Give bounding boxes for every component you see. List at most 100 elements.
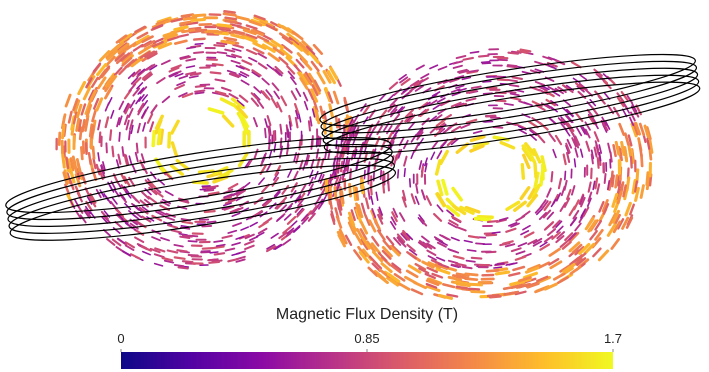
coil-turn <box>7 150 394 228</box>
field-arrow <box>377 213 384 225</box>
field-arrow <box>335 215 343 229</box>
field-arrow <box>273 171 280 181</box>
field-arrow <box>447 222 458 229</box>
field-arrow <box>223 36 238 42</box>
field-arrow <box>69 157 75 172</box>
field-arrow <box>109 129 113 141</box>
field-arrow <box>179 235 191 239</box>
field-arrow <box>436 179 444 197</box>
field-arrow <box>213 252 226 256</box>
field-arrow <box>464 272 479 277</box>
field-arrow <box>157 41 173 50</box>
field-arrow <box>163 33 178 40</box>
field-arrow <box>140 245 152 252</box>
field-arrow <box>112 41 125 53</box>
field-arrow <box>522 224 531 231</box>
field-arrow <box>473 216 492 222</box>
field-arrow <box>554 134 563 146</box>
field-arrow <box>138 206 149 215</box>
field-arrow <box>520 163 526 180</box>
field-arrow <box>461 265 473 270</box>
field-arrow <box>645 126 652 141</box>
field-arrow <box>236 105 249 119</box>
field-arrow <box>607 142 612 154</box>
field-arrow <box>611 209 621 224</box>
field-arrow <box>382 239 392 251</box>
field-arrow <box>551 90 561 97</box>
field-arrow <box>61 153 66 169</box>
field-arrow <box>390 264 402 274</box>
field-arrow <box>136 31 149 40</box>
field-arrow <box>274 65 284 75</box>
field-arrow <box>596 157 600 169</box>
field-arrow <box>360 202 366 215</box>
colorbar <box>121 352 613 369</box>
field-arrow <box>299 184 307 194</box>
field-arrow <box>301 213 309 222</box>
field-arrow <box>381 249 392 260</box>
field-arrow <box>559 202 567 213</box>
field-arrow <box>435 267 451 275</box>
field-arrow <box>303 100 309 111</box>
field-arrow <box>564 232 574 242</box>
field-arrow <box>624 201 632 217</box>
field-arrow <box>91 145 96 160</box>
field-arrow <box>405 269 419 279</box>
field-arrow <box>274 244 283 251</box>
field-arrow <box>173 243 184 248</box>
field-arrow <box>594 219 603 231</box>
field-arrow <box>429 64 439 70</box>
field-arrow <box>606 223 617 237</box>
field-arrow <box>224 198 236 205</box>
field-arrow <box>634 121 642 136</box>
field-arrow <box>464 205 481 214</box>
field-arrow <box>392 207 399 218</box>
field-arrow <box>629 203 635 216</box>
field-arrow <box>495 262 505 266</box>
field-arrow <box>555 192 562 202</box>
field-arrow <box>314 109 321 125</box>
field-arrow <box>104 102 110 112</box>
field-arrow <box>242 35 258 44</box>
coil-turn <box>320 60 698 134</box>
field-arrow <box>594 140 600 151</box>
field-arrow <box>415 64 425 71</box>
colorbar-ticks: 0 0.85 1.7 <box>117 331 622 352</box>
field-arrow <box>111 238 122 247</box>
field-arrow <box>181 92 194 99</box>
field-arrow <box>469 144 485 153</box>
field-arrow <box>74 209 82 220</box>
field-arrow <box>255 231 265 238</box>
field-arrow <box>77 80 87 96</box>
field-arrow <box>266 243 276 250</box>
field-arrow <box>603 172 607 184</box>
field-arrow <box>187 240 198 243</box>
field-arrow <box>261 90 271 101</box>
field-arrow <box>452 60 464 65</box>
field-arrow <box>524 142 536 156</box>
field-arrow <box>517 282 532 289</box>
field-arrow <box>154 114 164 130</box>
field-arrow <box>114 220 124 229</box>
field-arrow <box>252 41 267 50</box>
field-arrow <box>111 196 118 205</box>
field-arrow <box>244 244 255 251</box>
field-arrow <box>279 137 283 149</box>
field-arrow <box>176 81 186 87</box>
field-arrow <box>407 264 422 274</box>
field-arrow <box>560 185 566 197</box>
field-arrow <box>450 88 461 93</box>
field-arrow <box>118 100 125 111</box>
field-arrow <box>339 160 344 173</box>
field-arrow <box>436 241 447 248</box>
field-arrow <box>572 209 580 220</box>
field-arrow <box>229 207 240 214</box>
field-arrow <box>638 122 646 137</box>
field-arrow <box>400 77 411 86</box>
field-arrow <box>464 277 479 282</box>
field-arrow <box>223 10 236 14</box>
field-arrow <box>537 261 551 270</box>
field-arrow <box>127 107 134 118</box>
field-arrow <box>578 242 591 255</box>
field-arrow <box>396 169 400 179</box>
